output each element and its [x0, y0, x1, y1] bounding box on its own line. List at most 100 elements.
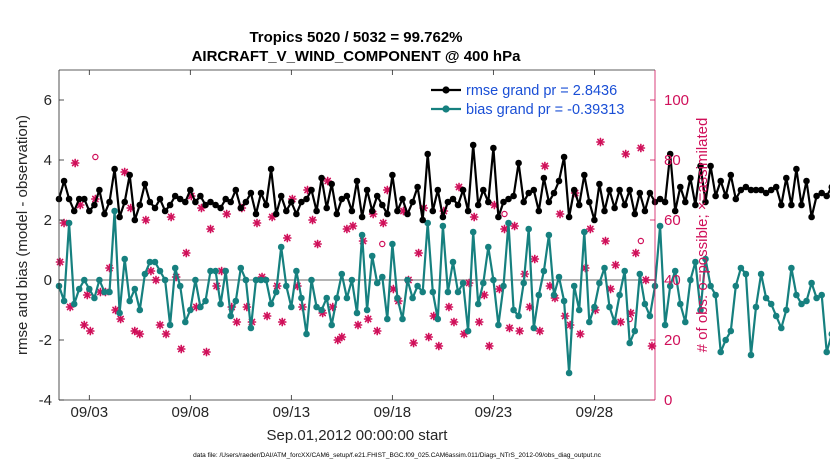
rmse-point	[742, 183, 750, 191]
bias-point	[237, 264, 245, 272]
bias-point	[535, 291, 543, 299]
obs-assimilated-point	[530, 254, 540, 264]
obs-assimilated-point	[424, 332, 434, 342]
rmse-point	[237, 204, 245, 212]
obs-assimilated-point	[151, 275, 161, 285]
rmse-point	[772, 183, 780, 191]
bias-point	[298, 294, 305, 302]
bias-point	[646, 312, 654, 320]
rmse-point	[212, 201, 219, 209]
obs-assimilated-point	[252, 218, 262, 228]
rmse-point	[187, 186, 194, 194]
rmse-point	[288, 198, 295, 206]
rmse-point	[621, 201, 628, 209]
rmse-point	[313, 207, 320, 215]
rmse-point	[328, 180, 336, 188]
rmse-point	[677, 183, 684, 191]
bias-point	[702, 255, 709, 263]
bias-point	[384, 315, 391, 323]
obs-assimilated-point	[484, 341, 494, 351]
y-axis-right-ticks: 0 20 40 60 80 100	[650, 92, 689, 409]
rmse-point	[414, 183, 421, 191]
bias-point	[126, 297, 133, 305]
rmse-point	[419, 216, 427, 224]
bias-point	[530, 324, 538, 332]
obs-assimilated-point	[176, 344, 186, 354]
rmse-point	[404, 210, 411, 218]
bias-point	[480, 279, 487, 287]
bias-point	[141, 270, 149, 278]
bias-point	[156, 267, 164, 275]
bias-point	[176, 282, 184, 290]
bias-point	[707, 282, 714, 290]
chart-title: Tropics 5020 / 5032 = 99.762%	[249, 29, 462, 46]
rmse-point	[530, 186, 538, 194]
bias-point	[717, 348, 724, 356]
bias-point	[151, 258, 159, 266]
bias-point	[712, 291, 719, 299]
bias-point	[96, 276, 103, 284]
obs-assimilated-point	[540, 161, 550, 171]
bias-point	[601, 264, 608, 272]
bias-point	[414, 282, 421, 290]
rmse-point	[156, 195, 164, 203]
bias-point	[540, 267, 548, 275]
rmse-point	[818, 189, 825, 197]
rmse-point	[141, 180, 149, 188]
obs-possible-point	[501, 210, 508, 218]
obs-assimilated-point	[79, 320, 89, 330]
rmse-point	[272, 210, 280, 218]
rmse-point	[581, 171, 588, 179]
bias-point	[343, 294, 351, 302]
rmse-point	[101, 210, 108, 218]
bias-point	[783, 306, 790, 314]
rmse-point	[687, 174, 694, 182]
rmse-point	[495, 213, 502, 221]
y-right-tick-label: 100	[664, 92, 689, 109]
obs-assimilated-point	[116, 314, 126, 324]
y-right-tick-label: 80	[664, 152, 681, 169]
rmse-point	[808, 213, 815, 221]
obs-assimilated-point	[130, 326, 140, 336]
obs-assimilated-point	[353, 320, 363, 330]
x-tick-label: 09/13	[273, 404, 311, 421]
rmse-point	[722, 192, 729, 200]
obs-assimilated-point	[479, 290, 489, 300]
rmse-point	[146, 198, 154, 206]
rmse-point	[217, 204, 224, 212]
bias-point	[469, 228, 477, 236]
legend-rmse-marker	[442, 86, 450, 94]
bias-point	[788, 264, 795, 272]
obs-assimilated-point	[55, 257, 65, 267]
rmse-point	[545, 198, 553, 206]
rmse-point	[469, 141, 477, 149]
rmse-point	[737, 186, 745, 194]
rmse-point	[586, 198, 593, 206]
obs-assimilated-point	[434, 341, 444, 351]
bias-point	[373, 279, 381, 287]
obs-assimilated-point	[342, 224, 352, 234]
rmse-point	[192, 198, 199, 206]
y-axis-left-label: rmse and bias (model - observation)	[14, 115, 31, 355]
bias-point	[510, 306, 517, 314]
bias-point	[313, 303, 320, 311]
y-left-tick-label: 4	[44, 152, 52, 169]
rmse-point	[525, 189, 532, 197]
obs-assimilated-point	[197, 203, 206, 213]
rmse-point	[116, 213, 123, 221]
bias-point	[247, 324, 255, 332]
obs-assimilated-point	[474, 317, 484, 327]
bias-point	[166, 321, 174, 329]
rmse-point	[384, 210, 391, 218]
obs-assimilated-point	[631, 248, 641, 258]
rmse-point	[318, 174, 325, 182]
rmse-point	[131, 216, 139, 224]
bias-point	[91, 294, 98, 302]
bias-point	[606, 303, 613, 311]
obs-assimilated-point	[378, 218, 388, 228]
bias-point	[560, 297, 568, 305]
rmse-point	[575, 201, 583, 209]
bias-point	[545, 231, 553, 239]
rmse-point	[171, 192, 179, 200]
rmse-point	[262, 201, 270, 209]
